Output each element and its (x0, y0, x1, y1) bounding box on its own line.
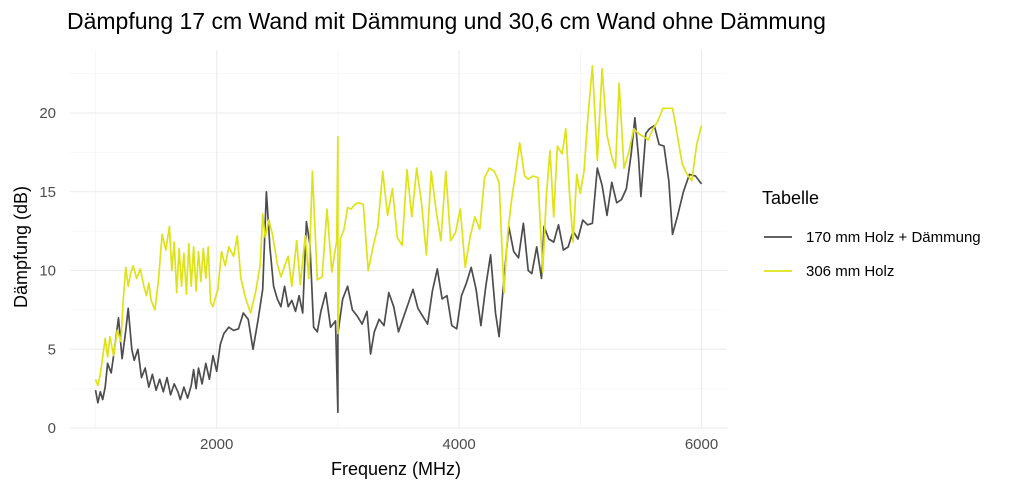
x-axis-title: Frequenz (MHz) (331, 459, 461, 479)
y-tick-labels: 0 5 10 15 20 (39, 105, 56, 437)
legend: Tabelle 170 mm Holz + Dämmung 306 mm Holz (762, 188, 981, 280)
y-axis-title: Dämpfung (dB) (11, 186, 31, 308)
legend-title: Tabelle (762, 188, 819, 208)
x-tick-labels: 2000 4000 6000 (200, 436, 718, 453)
x-tick-label: 2000 (200, 436, 233, 453)
series-line-1 (94, 116, 703, 414)
chart-title: Dämpfung 17 cm Wand mit Dämmung und 30,6… (67, 8, 826, 34)
y-tick-label: 5 (48, 341, 56, 358)
series-line-2 (94, 64, 703, 387)
y-tick-label: 0 (48, 420, 56, 437)
series-lines (94, 64, 703, 414)
y-tick-label: 15 (39, 184, 56, 201)
y-tick-label: 10 (39, 263, 56, 280)
y-tick-label: 20 (39, 105, 56, 122)
legend-label-2: 306 mm Holz (806, 263, 894, 280)
legend-label-1: 170 mm Holz + Dämmung (806, 229, 981, 246)
x-tick-label: 6000 (685, 436, 718, 453)
x-tick-label: 4000 (442, 436, 475, 453)
